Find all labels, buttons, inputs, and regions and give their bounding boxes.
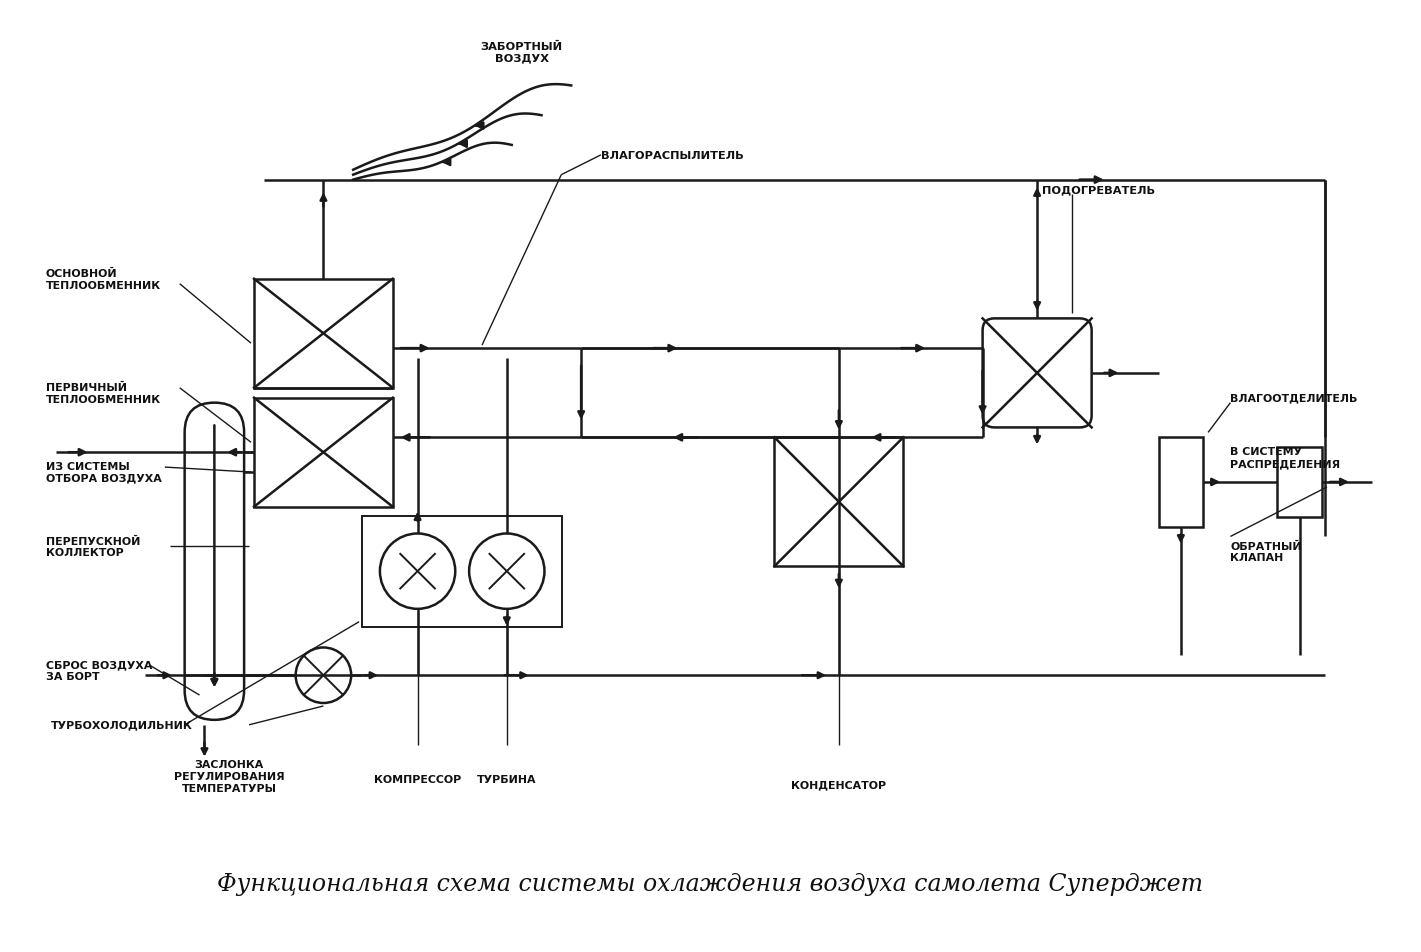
Text: ИЗ СИСТЕМЫ
ОТБОРА ВОЗДУХА: ИЗ СИСТЕМЫ ОТБОРА ВОЗДУХА xyxy=(45,462,162,484)
Text: ОБРАТНЫЙ
КЛАПАН: ОБРАТНЫЙ КЛАПАН xyxy=(1231,541,1302,563)
Text: ОСНОВНОЙ
ТЕПЛООБМЕННИК: ОСНОВНОЙ ТЕПЛООБМЕННИК xyxy=(45,268,161,290)
Text: ЗАБОРТНЫЙ
ВОЗДУХ: ЗАБОРТНЫЙ ВОЗДУХ xyxy=(480,42,563,64)
Text: В СИСТЕМУ
РАСПРЕДЕЛЕНИЯ: В СИСТЕМУ РАСПРЕДЕЛЕНИЯ xyxy=(1231,446,1340,468)
Text: ЗАСЛОНКА
РЕГУЛИРОВАНИЯ
ТЕМПЕРАТУРЫ: ЗАСЛОНКА РЕГУЛИРОВАНИЯ ТЕМПЕРАТУРЫ xyxy=(173,760,284,793)
Bar xyxy=(1158,438,1204,527)
Bar xyxy=(1277,447,1322,517)
Text: КОНДЕНСАТОР: КОНДЕНСАТОР xyxy=(791,780,887,789)
Text: СБРОС ВОЗДУХА
ЗА БОРТ: СБРОС ВОЗДУХА ЗА БОРТ xyxy=(45,660,152,682)
Text: КОМПРЕССОР: КОМПРЕССОР xyxy=(374,775,462,784)
Text: ПОДОГРЕВАТЕЛЬ: ПОДОГРЕВАТЕЛЬ xyxy=(1042,186,1155,195)
Text: ТУРБИНА: ТУРБИНА xyxy=(477,775,537,784)
Text: ПЕРВИЧНЫЙ
ТЕПЛООБМЕННИК: ПЕРВИЧНЫЙ ТЕПЛООБМЕННИК xyxy=(45,383,161,405)
Bar xyxy=(254,280,392,388)
Text: ВЛАГОРАСПЫЛИТЕЛЬ: ВЛАГОРАСПЫЛИТЕЛЬ xyxy=(601,150,743,161)
Text: ВЛАГООТДЕЛИТЕЛЬ: ВЛАГООТДЕЛИТЕЛЬ xyxy=(1231,393,1358,404)
Text: ТУРБОХОЛОДИЛЬНИК: ТУРБОХОЛОДИЛЬНИК xyxy=(51,720,193,730)
Bar xyxy=(254,398,392,507)
Bar xyxy=(362,516,563,627)
Bar xyxy=(774,438,904,566)
Text: Функциональная схема системы охлаждения воздуха самолета Суперджет: Функциональная схема системы охлаждения … xyxy=(217,872,1204,895)
Text: ПЕРЕПУСКНОЙ
КОЛЛЕКТОР: ПЕРЕПУСКНОЙ КОЛЛЕКТОР xyxy=(45,536,141,558)
